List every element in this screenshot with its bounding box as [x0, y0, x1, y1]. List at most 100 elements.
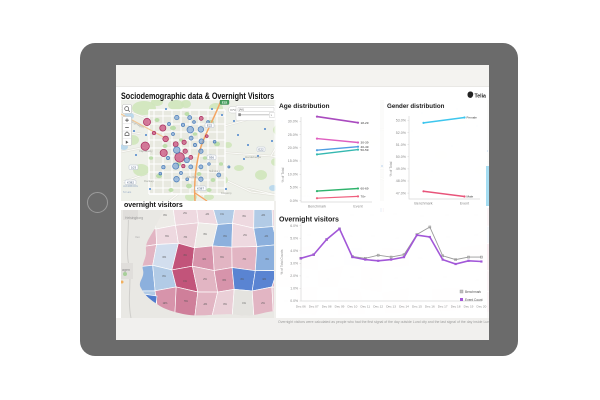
svg-text:50-59: 50-59 — [361, 148, 369, 152]
svg-text:48.0%: 48.0% — [396, 179, 407, 183]
svg-text:Event: Event — [460, 202, 469, 206]
svg-text:Dec 08: Dec 08 — [322, 305, 332, 309]
svg-text:Benchmark: Benchmark — [465, 290, 482, 294]
svg-text:Age distribution: Age distribution — [279, 103, 330, 110]
svg-text:30.0%: 30.0% — [288, 120, 299, 124]
svg-text:Dec 09: Dec 09 — [335, 305, 345, 309]
svg-text:3.0%: 3.0% — [290, 262, 298, 266]
svg-text:5.0%: 5.0% — [290, 236, 298, 240]
svg-text:6%: 6% — [165, 235, 169, 238]
svg-text:Dec 07: Dec 07 — [309, 305, 319, 309]
svg-text:4.0%: 4.0% — [290, 249, 298, 253]
svg-text:5.0%: 5.0% — [290, 186, 299, 190]
svg-text:103: 103 — [131, 166, 136, 170]
svg-text:Telia: Telia — [475, 93, 487, 99]
svg-text:10.0%: 10.0% — [288, 172, 299, 176]
svg-text:Dec 12: Dec 12 — [373, 305, 383, 309]
svg-text:K382: K382 — [127, 181, 134, 185]
svg-text:E22: E22 — [222, 101, 228, 105]
svg-text:-9%: -9% — [262, 278, 267, 281]
svg-text:E22: E22 — [207, 124, 213, 128]
svg-text:6.0%: 6.0% — [290, 224, 298, 228]
svg-text:53.0%: 53.0% — [396, 119, 407, 123]
svg-text:Gender distribution: Gender distribution — [387, 103, 445, 110]
svg-text:52.0%: 52.0% — [396, 131, 407, 135]
svg-text:18-29: 18-29 — [361, 121, 369, 125]
svg-text:Knästorp: Knästorp — [221, 191, 232, 195]
svg-text:Flackarp: Flackarp — [144, 179, 155, 183]
svg-text:K387: K387 — [197, 187, 204, 191]
svg-text:E22: E22 — [258, 148, 264, 152]
svg-text:60-69: 60-69 — [361, 187, 369, 191]
svg-text:0.0%: 0.0% — [290, 199, 299, 203]
svg-text:Dec 17: Dec 17 — [438, 305, 448, 309]
svg-text:-1%: -1% — [205, 213, 210, 216]
svg-text:-2%: -2% — [261, 214, 266, 217]
svg-text:-4%: -4% — [203, 303, 208, 306]
svg-text:12%: 12% — [163, 302, 169, 305]
svg-text:Overnight visitors: Overnight visitors — [279, 217, 339, 224]
svg-text:X7%: X7% — [230, 108, 237, 112]
svg-text:50.0%: 50.0% — [396, 155, 407, 159]
svg-text:›: › — [271, 114, 273, 118]
svg-text:1%: 1% — [220, 213, 224, 216]
svg-text:% of Total: % of Total — [389, 161, 393, 176]
svg-text:Event: Event — [353, 205, 362, 209]
svg-text:Event Count: Event Count — [465, 298, 483, 302]
svg-text:Dec 13: Dec 13 — [386, 305, 396, 309]
svg-text:25.0%: 25.0% — [288, 133, 299, 137]
svg-text:S:t Lars: S:t Lars — [123, 191, 132, 194]
svg-text:1%: 1% — [242, 302, 246, 305]
svg-text:Dec 10: Dec 10 — [347, 305, 357, 309]
svg-text:0%: 0% — [162, 275, 166, 278]
svg-text:3%: 3% — [242, 215, 246, 218]
svg-text:Female: Female — [467, 116, 478, 120]
svg-text:0.0%: 0.0% — [290, 299, 298, 303]
svg-text:Lilla Råby: Lilla Råby — [187, 175, 199, 179]
svg-text:3%: 3% — [265, 258, 269, 261]
svg-text:Dec 11: Dec 11 — [361, 305, 371, 309]
svg-text:Hardeberga: Hardeberga — [245, 155, 261, 159]
svg-text:49.0%: 49.0% — [396, 167, 407, 171]
svg-text:4%: 4% — [240, 278, 244, 281]
svg-text:-7%: -7% — [242, 258, 247, 261]
svg-text:47.0%: 47.0% — [396, 191, 407, 195]
svg-text:Dec 19: Dec 19 — [464, 305, 474, 309]
svg-text:936: 936 — [209, 156, 214, 160]
svg-text:0%: 0% — [163, 214, 167, 217]
svg-text:1.0%: 1.0% — [290, 287, 298, 291]
svg-text:0%: 0% — [223, 235, 227, 238]
svg-text:5%: 5% — [184, 300, 188, 303]
svg-text:Dec 15: Dec 15 — [412, 305, 422, 309]
svg-text:-5%: -5% — [162, 256, 167, 259]
svg-text:-9%: -9% — [202, 258, 207, 261]
svg-text:% of Total Counts: % of Total Counts — [280, 249, 284, 274]
svg-text:Dec 16: Dec 16 — [425, 305, 435, 309]
svg-text:-5%: -5% — [222, 279, 227, 282]
svg-text:Benchmark: Benchmark — [414, 202, 432, 206]
svg-text:2%: 2% — [183, 212, 187, 215]
svg-text:Male: Male — [467, 195, 474, 199]
svg-text:Dec 18: Dec 18 — [451, 305, 461, 309]
svg-text:0%: 0% — [223, 303, 227, 306]
svg-text:4%: 4% — [183, 254, 187, 257]
svg-text:15.0%: 15.0% — [288, 159, 299, 163]
svg-text:Väpnareby: Väpnareby — [139, 149, 153, 153]
svg-text:Benchmark: Benchmark — [308, 205, 326, 209]
svg-text:6%: 6% — [220, 256, 224, 259]
svg-text:-1%: -1% — [264, 235, 269, 238]
svg-text:Ven: Ven — [135, 235, 140, 239]
svg-text:JAKRIBORG: JAKRIBORG — [123, 184, 138, 188]
svg-text:2.0%: 2.0% — [290, 274, 298, 278]
svg-text:2%: 2% — [261, 302, 265, 305]
svg-text:Dec 06: Dec 06 — [296, 305, 306, 309]
svg-text:30-39: 30-39 — [361, 141, 369, 145]
svg-text:3%: 3% — [203, 233, 207, 236]
svg-text:Dec 14: Dec 14 — [399, 305, 409, 309]
svg-text:1%: 1% — [183, 280, 187, 283]
svg-text:51.0%: 51.0% — [396, 143, 407, 147]
svg-text:[All]: [All] — [239, 107, 244, 111]
svg-text:% of Total: % of Total — [281, 167, 285, 182]
svg-text:40-49: 40-49 — [361, 145, 369, 149]
svg-text:70+: 70+ — [361, 195, 366, 199]
